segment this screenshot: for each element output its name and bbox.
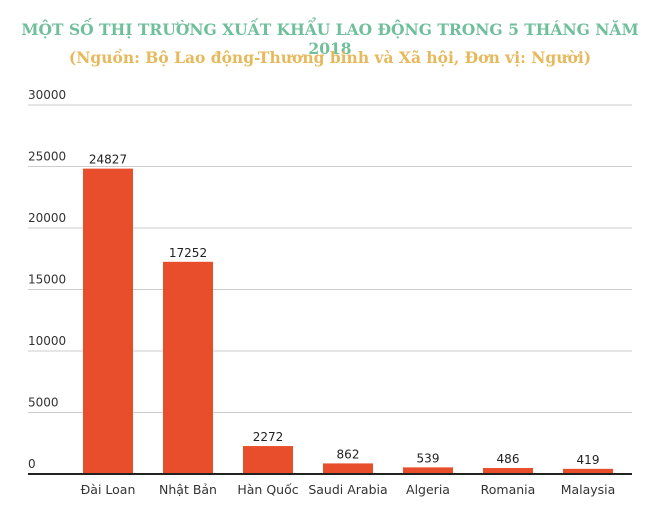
x-category-label: Romania — [481, 482, 536, 497]
x-category-label: Saudi Arabia — [308, 482, 387, 497]
y-tick-label: 10000 — [28, 334, 66, 348]
bar — [323, 463, 373, 474]
y-tick-label: 20000 — [28, 211, 66, 225]
bars — [83, 168, 613, 474]
bar — [243, 446, 293, 474]
bar — [563, 468, 613, 474]
bar — [163, 261, 213, 474]
data-label: 419 — [577, 453, 600, 467]
data-labels: 24827 17252 2272 862 539 486 419 — [89, 153, 600, 467]
bar — [83, 168, 133, 474]
x-category-label: Đài Loan — [81, 482, 136, 497]
bar — [403, 467, 453, 474]
data-label: 539 — [417, 451, 440, 465]
chart-subtitle: (Nguồn: Bộ Lao động-Thương binh và Xã hộ… — [68, 48, 592, 67]
data-label: 862 — [337, 447, 360, 461]
x-category-label: Malaysia — [561, 482, 616, 497]
x-category-label: Nhật Bản — [159, 482, 217, 497]
data-label: 486 — [497, 452, 520, 466]
bar — [483, 468, 533, 474]
y-tick-label: 5000 — [28, 396, 59, 410]
y-tick-label: 15000 — [28, 273, 66, 287]
x-axis-categories: Đài Loan Nhật Bản Hàn Quốc Saudi Arabia Alge… — [81, 482, 616, 497]
y-tick-label: 0 — [28, 457, 36, 471]
data-label: 17252 — [169, 246, 207, 260]
x-category-label: Hàn Quốc — [237, 482, 298, 497]
data-label: 2272 — [253, 430, 284, 444]
chart-title: MỘT SỐ THỊ TRƯỜNG XUẤT KHẨU LAO ĐỘNG TRO… — [21, 20, 639, 58]
data-label: 24827 — [89, 153, 127, 167]
x-category-label: Algeria — [406, 482, 450, 497]
y-tick-label: 30000 — [28, 88, 66, 102]
y-tick-label: 25000 — [28, 150, 66, 164]
y-axis-ticks: 0 5000 10000 15000 20000 25000 30000 — [28, 88, 66, 471]
